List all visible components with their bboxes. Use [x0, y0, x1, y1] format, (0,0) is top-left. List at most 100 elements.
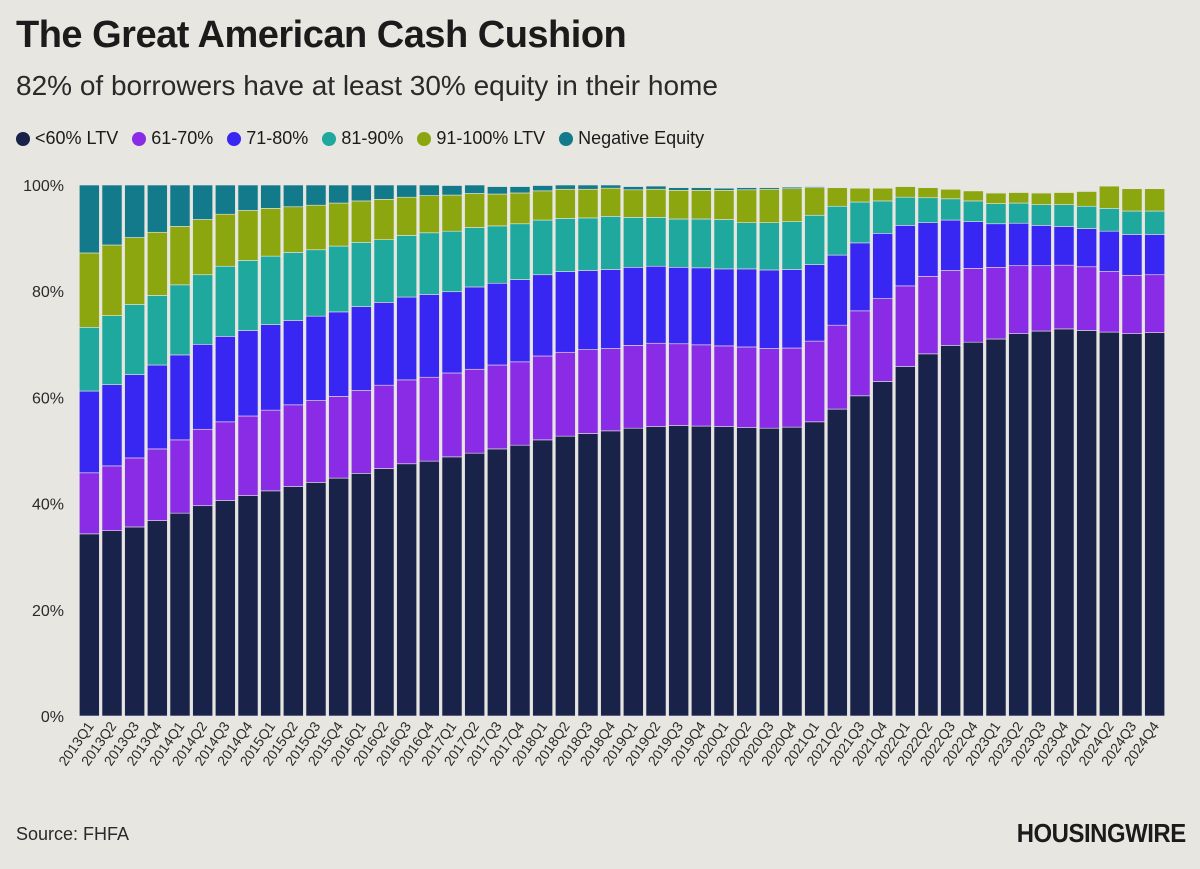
bar-segment — [600, 216, 622, 270]
bar-segment — [736, 187, 758, 191]
bar-segment — [554, 184, 576, 190]
bar-segment — [441, 291, 463, 374]
bar-segment — [350, 473, 372, 717]
bar-segment — [1031, 192, 1052, 205]
y-tick-label: 20% — [32, 603, 64, 620]
bar-segment — [169, 226, 191, 286]
bar-segment — [373, 184, 395, 200]
bar-segment — [622, 217, 644, 268]
bar-segment — [282, 184, 304, 208]
bar-segment — [282, 206, 304, 253]
bar-segment — [260, 255, 282, 325]
bar-segment — [169, 184, 191, 227]
bar-segment — [101, 184, 123, 246]
legend-item-ltv-71-80: 71-80% — [227, 128, 308, 149]
bar-segment — [668, 343, 690, 426]
bar-segment — [101, 244, 123, 316]
bar-segment — [215, 421, 236, 501]
bar-segment — [328, 396, 350, 479]
bar-segment — [690, 218, 712, 269]
bar-segment — [962, 190, 984, 192]
bar-segment — [237, 330, 259, 417]
bar-segment — [781, 186, 803, 190]
bar-segment — [940, 188, 962, 200]
bar-segment — [147, 295, 168, 366]
bar-segment — [1144, 210, 1166, 235]
bar-segment — [464, 286, 486, 370]
bar-segment — [577, 184, 599, 190]
bar-segment — [781, 269, 803, 349]
bar-segment — [237, 415, 259, 496]
bar-segment — [1076, 330, 1098, 717]
bar-segment — [713, 268, 735, 347]
bar-segment — [917, 222, 939, 277]
bar-segment — [1008, 202, 1030, 224]
bar-segment — [396, 196, 418, 236]
legend-swatch-ltv-91-100 — [417, 131, 432, 146]
bar-segment — [260, 490, 282, 717]
bar-segment — [192, 274, 214, 345]
bar-segment — [215, 500, 236, 717]
bar-segment — [645, 217, 667, 267]
bar-segment — [962, 221, 984, 269]
bar-segment — [872, 187, 894, 189]
bar-segment — [124, 374, 145, 459]
bar-segment — [645, 426, 667, 717]
bar-segment — [1076, 190, 1098, 192]
bar-segment — [532, 439, 554, 717]
bar-segment — [668, 218, 690, 268]
bar-segment — [577, 270, 599, 350]
bar-segment — [1144, 187, 1166, 190]
bar-segment — [645, 265, 667, 344]
bar-segment — [1053, 191, 1075, 193]
bar-segment — [282, 486, 304, 717]
bar-segment — [1099, 271, 1120, 333]
bar-segment — [305, 482, 327, 717]
bar-segment — [736, 189, 758, 223]
y-tick-label: 80% — [32, 284, 64, 301]
bar-segment — [373, 199, 395, 240]
legend-label-ltv-71-80: 71-80% — [246, 128, 309, 148]
bar-segment — [1076, 191, 1098, 207]
legend-item-ltv-61-70: 61-70% — [132, 128, 213, 149]
bar-segment — [668, 425, 690, 717]
bar-segment — [554, 351, 576, 437]
bar-segment — [1121, 274, 1143, 334]
bar-segment — [940, 219, 962, 271]
bar-segment — [985, 338, 1007, 717]
legend-label-ltv-under-60: <60% LTV — [35, 128, 119, 148]
bar-segment — [350, 390, 372, 474]
bar-segment — [872, 298, 894, 382]
bar-segment — [1121, 234, 1143, 276]
bar-segment — [894, 285, 916, 367]
bar-segment — [554, 435, 576, 717]
bar-segment — [668, 187, 690, 191]
bar-segment — [554, 271, 576, 353]
bar-segment — [328, 311, 350, 397]
bar-segment — [600, 430, 622, 717]
bar-segment — [532, 219, 554, 276]
bar-segment — [940, 198, 962, 221]
legend-swatch-negative-equity — [559, 131, 574, 146]
legend-item-negative-equity: Negative Equity — [559, 128, 704, 149]
bar-segment — [509, 444, 531, 717]
bar-segment — [758, 222, 780, 271]
bar-segment — [260, 184, 282, 209]
bar-segment — [169, 284, 191, 356]
y-tick-label: 60% — [32, 390, 64, 407]
bar-segment — [396, 296, 418, 381]
bar-segment — [1144, 234, 1166, 276]
bar-segment — [849, 187, 871, 203]
bar-segment — [962, 268, 984, 343]
legend-item-ltv-under-60: <60% LTV — [16, 128, 118, 149]
bar-segment — [826, 408, 848, 717]
bar-segment — [713, 190, 735, 220]
bar-segment — [690, 190, 712, 220]
bar-segment — [169, 439, 191, 514]
bar-segment — [622, 267, 644, 346]
bar-segment — [1144, 274, 1166, 333]
bar-segment — [192, 184, 214, 220]
legend-swatch-ltv-under-60 — [16, 131, 30, 146]
bar-segment — [147, 231, 168, 296]
bar-segment — [1076, 266, 1098, 331]
